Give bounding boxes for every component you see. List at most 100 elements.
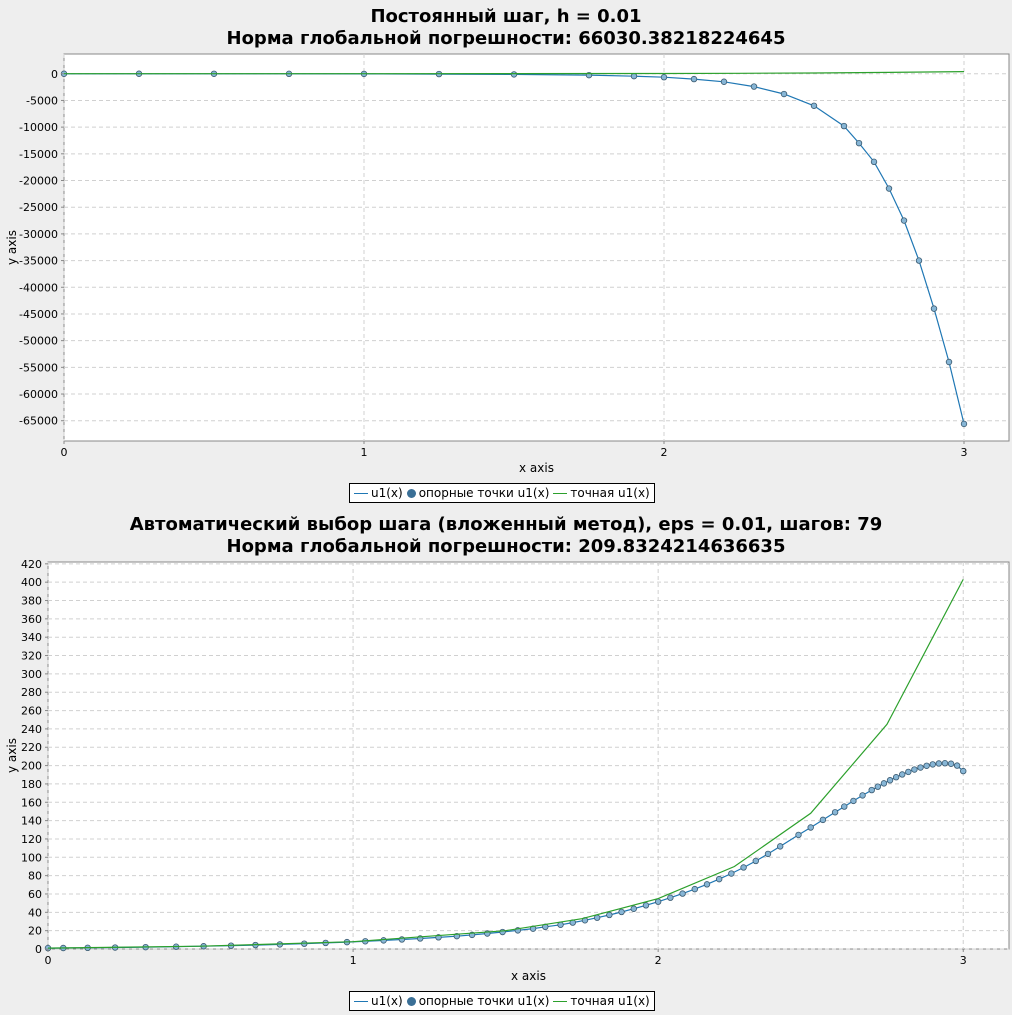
data-point-marker (905, 768, 912, 776)
y-tick-label: 340 (21, 631, 42, 644)
y-tick-label: 280 (21, 686, 42, 699)
legend-label: опорные точки u1(x) (418, 486, 550, 500)
legend-label: точная u1(x) (570, 994, 650, 1008)
data-point-marker (776, 843, 784, 850)
y-tick-label: 180 (21, 778, 42, 791)
data-point-marker (915, 257, 923, 264)
x-tick-label: 2 (661, 446, 668, 459)
data-point-marker (886, 777, 894, 784)
legend-item-exact: точная u1(x) (553, 486, 650, 500)
data-point-marker (764, 850, 772, 858)
chart-legend: u1(x) опорные точки u1(x) точная u1(x) (349, 991, 655, 1011)
x-tick-label: 3 (960, 954, 967, 967)
data-point-marker (885, 185, 893, 192)
data-point-marker (880, 780, 888, 787)
y-tick-label: -45000 (19, 308, 58, 321)
y-tick-label: 400 (21, 576, 42, 589)
data-point-marker (850, 797, 857, 805)
y-tick-label: -60000 (19, 388, 58, 401)
x-tick-label: 2 (655, 954, 662, 967)
y-tick-label: -10000 (19, 121, 58, 134)
data-point-marker (868, 786, 875, 794)
data-point-marker (630, 905, 637, 912)
data-point-marker (780, 90, 788, 98)
x-tick-label: 1 (361, 446, 368, 459)
data-point-marker (703, 881, 711, 888)
data-point-marker (930, 305, 938, 312)
y-tick-label: 320 (21, 650, 42, 663)
x-tick-label: 1 (350, 954, 357, 967)
chart-title: Постоянный шаг, h = 0.01 (370, 6, 642, 27)
y-tick-label: 40 (28, 906, 42, 919)
y-tick-label: -30000 (19, 228, 58, 241)
data-point-marker (380, 937, 387, 944)
data-point-marker (870, 158, 878, 166)
data-point-marker (841, 803, 848, 810)
plot-background (47, 561, 1010, 950)
data-point-marker (911, 766, 918, 773)
data-point-marker (740, 864, 747, 871)
chart-panel-constant-step: Постоянный шаг, h = 0.01 Норма глобально… (5, 6, 1010, 503)
legend-item-numeric: u1(x) (354, 486, 403, 500)
data-point-marker (819, 816, 827, 824)
data-point-marker (720, 78, 728, 85)
x-axis-label: x axis (519, 461, 554, 475)
y-tick-label: -55000 (19, 361, 58, 374)
y-tick-label: 420 (21, 558, 42, 571)
data-point-marker (899, 771, 906, 778)
legend-label: u1(x) (371, 994, 403, 1008)
data-point-marker (618, 908, 625, 916)
data-point-marker (728, 870, 735, 877)
x-tick-label: 0 (45, 954, 52, 967)
data-point-marker (945, 358, 953, 366)
legend-item-points: опорные точки u1(x) (406, 994, 549, 1008)
data-point-marker (807, 824, 814, 831)
data-point-marker (874, 783, 882, 790)
data-point-marker (630, 72, 638, 80)
data-point-marker (795, 831, 802, 839)
chart-title: Автоматический выбор шага (вложенный мет… (129, 514, 883, 535)
legend-label: точная u1(x) (570, 486, 650, 500)
data-point-marker (859, 792, 866, 799)
y-tick-label: 100 (21, 851, 42, 864)
data-point-marker (941, 760, 949, 767)
data-point-marker (752, 857, 759, 865)
legend-item-points: опорные точки u1(x) (406, 486, 550, 500)
legend-label: u1(x) (371, 486, 403, 500)
data-point-marker (935, 760, 943, 767)
y-tick-label: 0 (35, 943, 42, 956)
y-axis-label: y axis (5, 738, 19, 773)
y-tick-label: 0 (51, 68, 58, 81)
y-tick-label: -35000 (19, 255, 58, 268)
data-point-marker (840, 122, 848, 130)
data-point-marker (923, 762, 930, 769)
data-point-marker (606, 911, 613, 919)
chart-subtitle: Норма глобальной погрешности: 66030.3821… (226, 28, 786, 49)
y-tick-label: 360 (21, 613, 42, 626)
legend-item-numeric: u1(x) (354, 994, 403, 1008)
y-tick-label: 220 (21, 741, 42, 754)
y-tick-label: 160 (21, 796, 42, 809)
y-tick-label: -40000 (19, 281, 58, 294)
y-tick-label: 140 (21, 815, 42, 828)
y-tick-label: -25000 (19, 201, 58, 214)
data-point-marker (960, 767, 967, 775)
y-tick-label: -50000 (19, 335, 58, 348)
legend-item-exact: точная u1(x) (553, 994, 650, 1008)
line-swatch-icon (553, 492, 568, 494)
y-tick-label: 260 (21, 705, 42, 718)
data-point-marker (499, 928, 506, 936)
data-point-marker (690, 75, 698, 83)
y-tick-label: -65000 (19, 415, 58, 428)
data-point-marker (929, 761, 936, 768)
y-tick-label: -15000 (19, 148, 58, 161)
y-tick-label: 380 (21, 595, 42, 608)
data-point-marker (855, 139, 863, 147)
x-tick-label: 3 (961, 446, 968, 459)
data-point-marker (750, 83, 758, 90)
dot-swatch-icon (406, 996, 416, 1006)
data-point-marker (642, 902, 650, 909)
y-tick-label: 60 (28, 888, 42, 901)
line-swatch-icon (354, 1000, 368, 1002)
x-tick-label: 0 (61, 446, 68, 459)
